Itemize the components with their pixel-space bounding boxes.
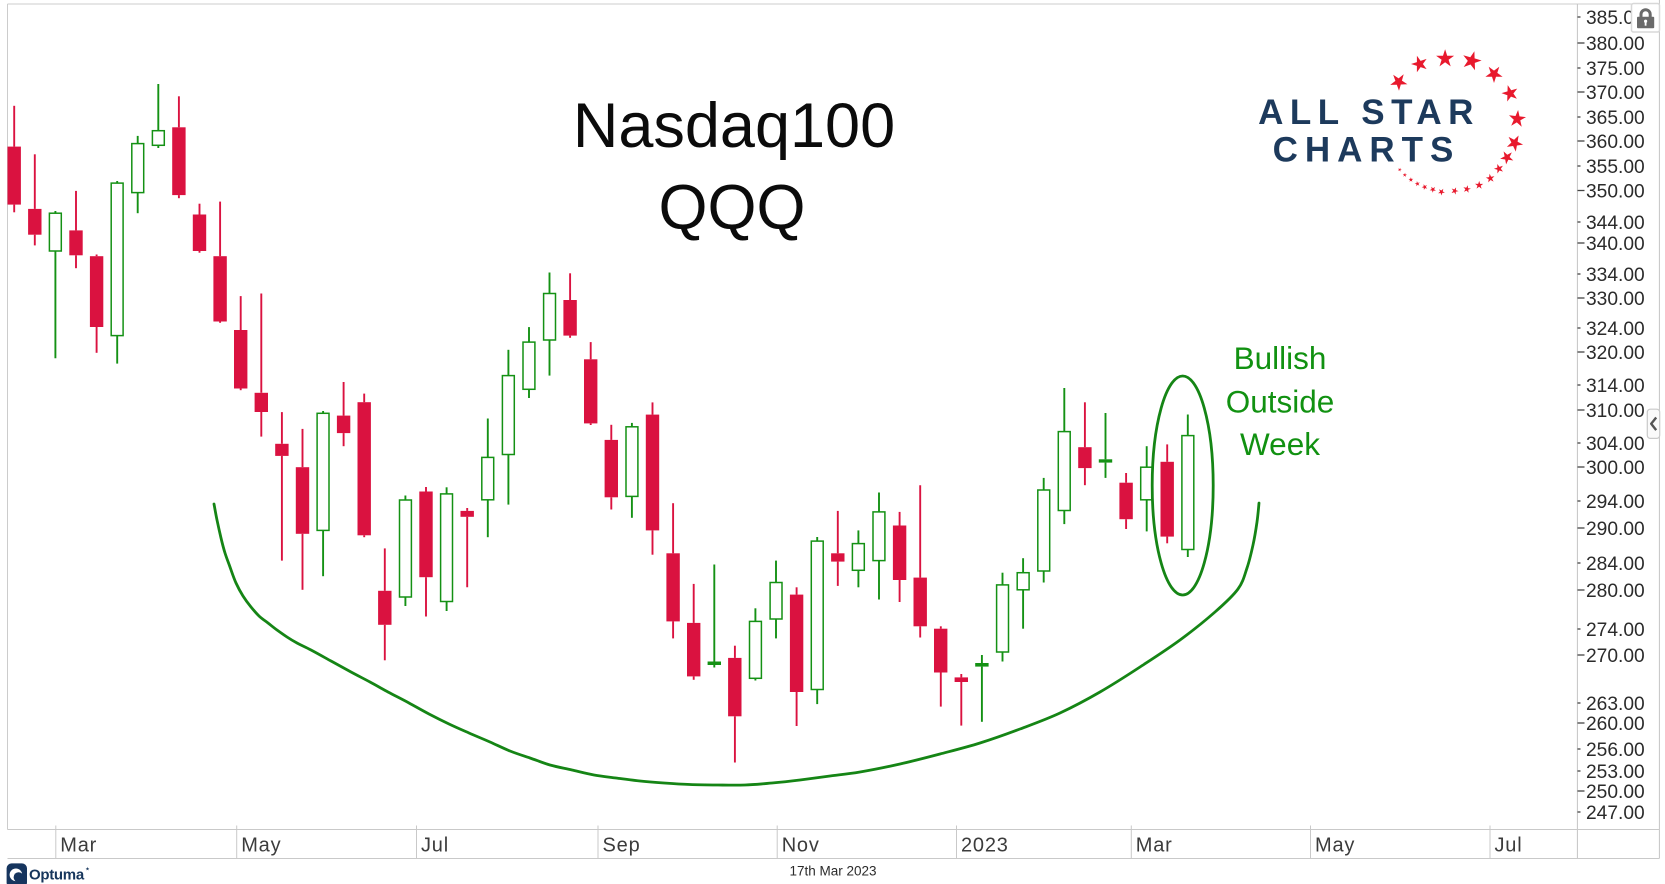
svg-text:344.00: 344.00 bbox=[1586, 213, 1645, 234]
svg-text:294.00: 294.00 bbox=[1586, 492, 1645, 513]
svg-text:290.00: 290.00 bbox=[1586, 519, 1645, 540]
svg-text:270.00: 270.00 bbox=[1586, 646, 1645, 667]
svg-text:Nasdaq100: Nasdaq100 bbox=[573, 91, 895, 161]
svg-text:250.00: 250.00 bbox=[1586, 782, 1645, 803]
svg-text:310.00: 310.00 bbox=[1586, 401, 1645, 422]
svg-text:CHARTS: CHARTS bbox=[1273, 130, 1461, 169]
svg-text:274.00: 274.00 bbox=[1586, 620, 1645, 641]
svg-text:Optuma: Optuma bbox=[29, 867, 85, 884]
svg-text:Jul: Jul bbox=[421, 835, 449, 857]
svg-text:Bullish: Bullish bbox=[1234, 340, 1327, 376]
svg-text:334.00: 334.00 bbox=[1586, 265, 1645, 286]
svg-text:375.00: 375.00 bbox=[1586, 59, 1645, 80]
svg-text:360.00: 360.00 bbox=[1586, 132, 1645, 153]
svg-text:300.00: 300.00 bbox=[1586, 458, 1645, 479]
svg-text:263.00: 263.00 bbox=[1586, 694, 1645, 715]
svg-text:370.00: 370.00 bbox=[1586, 83, 1645, 104]
svg-text:385.00: 385.00 bbox=[1586, 8, 1645, 29]
svg-text:350.00: 350.00 bbox=[1586, 182, 1645, 203]
svg-text:Sep: Sep bbox=[603, 835, 641, 857]
svg-text:247.00: 247.00 bbox=[1586, 803, 1645, 824]
svg-text:2023: 2023 bbox=[961, 835, 1009, 857]
svg-text:Mar: Mar bbox=[1136, 835, 1173, 857]
svg-text:Jul: Jul bbox=[1495, 835, 1523, 857]
svg-text:365.00: 365.00 bbox=[1586, 108, 1645, 129]
svg-text:253.00: 253.00 bbox=[1586, 762, 1645, 783]
svg-text:ALL STAR: ALL STAR bbox=[1258, 93, 1480, 132]
svg-text:May: May bbox=[241, 835, 281, 857]
svg-text:320.00: 320.00 bbox=[1586, 343, 1645, 364]
svg-text:Outside: Outside bbox=[1226, 384, 1335, 420]
svg-text:260.00: 260.00 bbox=[1586, 714, 1645, 735]
svg-text:330.00: 330.00 bbox=[1586, 289, 1645, 310]
svg-text:304.00: 304.00 bbox=[1586, 434, 1645, 455]
svg-text:Nov: Nov bbox=[782, 835, 820, 857]
svg-text:280.00: 280.00 bbox=[1586, 581, 1645, 602]
svg-text:256.00: 256.00 bbox=[1586, 740, 1645, 761]
svg-text:355.00: 355.00 bbox=[1586, 157, 1645, 178]
svg-text:Mar: Mar bbox=[60, 835, 97, 857]
svg-text:324.00: 324.00 bbox=[1586, 319, 1645, 340]
svg-text:May: May bbox=[1315, 835, 1355, 857]
svg-text:380.00: 380.00 bbox=[1586, 34, 1645, 55]
svg-text:284.00: 284.00 bbox=[1586, 554, 1645, 575]
svg-text:Week: Week bbox=[1240, 426, 1320, 462]
svg-text:17th Mar 2023: 17th Mar 2023 bbox=[789, 864, 876, 879]
svg-text:QQQ: QQQ bbox=[658, 173, 805, 243]
svg-text:314.00: 314.00 bbox=[1586, 376, 1645, 397]
svg-text:340.00: 340.00 bbox=[1586, 234, 1645, 255]
